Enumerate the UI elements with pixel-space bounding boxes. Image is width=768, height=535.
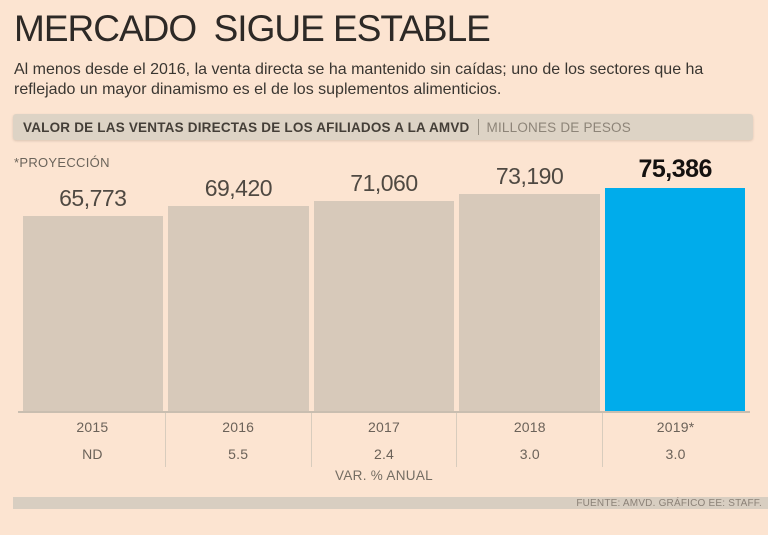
chart-header-units: MILLONES DE PESOS [486, 119, 631, 135]
axis-variation-value: 5.5 [228, 445, 249, 462]
axis-year-label: 2017 [368, 418, 400, 435]
bar-chart: 65,773 69,420 71,060 73,190 75,386 [20, 150, 748, 411]
axis-year-label: 2018 [513, 418, 546, 435]
axis-variation-value: ND [82, 445, 103, 462]
bar-highlighted [604, 188, 746, 411]
bar [459, 194, 600, 411]
axis-variation-value: 2.4 [373, 445, 395, 462]
chart-axis-table: 2015 ND 2016 5.5 2017 2.4 2018 3.0 2019* 3.0 [20, 413, 748, 467]
axis-column: 2015 ND [20, 413, 165, 467]
bar-value-label: 71,060 [350, 170, 418, 196]
bar [168, 206, 309, 411]
chart-column: 69,420 [166, 150, 312, 411]
axis-variation-value: 3.0 [519, 445, 540, 462]
chart-column: 71,060 [311, 150, 457, 411]
bar [313, 201, 455, 411]
chart-column: 65,773 [20, 150, 166, 411]
source-text: FUENTE: AMVD. GRÁFICO EE: STAFF. [576, 497, 762, 509]
chart-header-bar: VALOR DE LAS VENTAS DIRECTAS DE LOS AFIL… [13, 114, 753, 140]
bar [22, 216, 164, 411]
chart-column: 73,190 [457, 150, 603, 411]
header-divider [477, 119, 479, 135]
bar-value-label: 75,386 [638, 155, 712, 183]
bar-value-label: 65,773 [59, 185, 127, 211]
variation-axis-label: VAR. % ANUAL [335, 468, 433, 483]
subtitle: Al menos desde el 2016, la venta directa… [14, 61, 704, 99]
axis-column: 2018 3.0 [456, 413, 602, 467]
axis-variation-value: 3.0 [665, 445, 686, 462]
page-title: MERCADO SIGUE ESTABLE [14, 8, 491, 49]
axis-column: 2016 5.5 [164, 413, 311, 467]
projection-note: *PROYECCIÓN [14, 155, 110, 170]
axis-year-label: 2019* [656, 418, 695, 435]
bar-value-label: 73,190 [495, 163, 564, 189]
source-bar: FUENTE: AMVD. GRÁFICO EE: STAFF. [13, 497, 768, 509]
bar-value-label: 69,420 [204, 175, 273, 201]
axis-year-label: 2015 [76, 418, 109, 435]
axis-column: 2019* 3.0 [602, 413, 748, 467]
chart-baseline [18, 411, 750, 413]
chart-column: 75,386 [602, 150, 748, 411]
axis-column: 2017 2.4 [310, 413, 457, 467]
chart-header-title: VALOR DE LAS VENTAS DIRECTAS DE LOS AFIL… [23, 119, 470, 135]
axis-year-label: 2016 [222, 418, 255, 435]
